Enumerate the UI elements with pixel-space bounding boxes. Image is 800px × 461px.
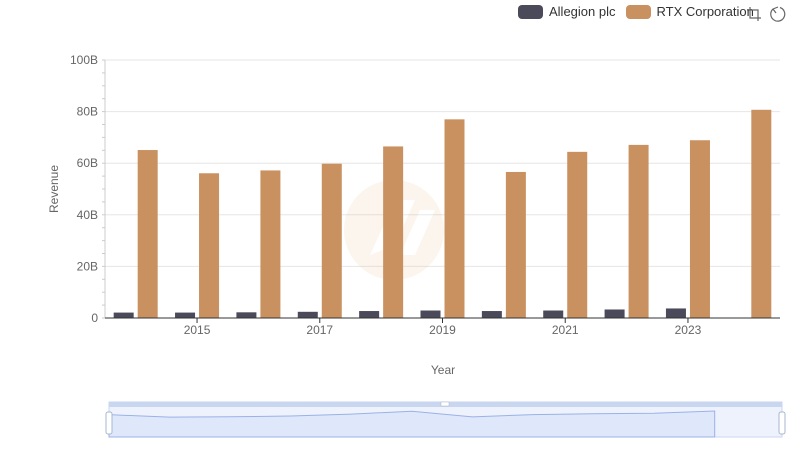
legend-swatch-allegion (518, 4, 543, 19)
legend-item-rtx[interactable]: RTX Corporation (625, 4, 754, 19)
bar-allegion-2021[interactable] (543, 310, 564, 318)
bar-rtx-2022[interactable] (628, 144, 649, 318)
bar-allegion-2018[interactable] (359, 311, 380, 318)
x-axis: 2015 2017 2019 2021 2023 (105, 317, 780, 337)
bar-rtx-2014[interactable] (137, 150, 158, 318)
data-zoom-move-handle[interactable] (440, 401, 450, 407)
bar-allegion-2019[interactable] (420, 310, 441, 318)
restore-icon[interactable] (770, 6, 786, 22)
bar-rtx-2015[interactable] (199, 173, 220, 318)
toolbox (746, 6, 786, 22)
data-zoom-handle-left[interactable] (105, 411, 113, 435)
x-tick-label: 2023 (675, 323, 702, 337)
bar-rtx-2016[interactable] (260, 170, 281, 318)
legend-swatch-rtx (625, 4, 651, 19)
bar-allegion-2014[interactable] (113, 312, 134, 318)
legend: Allegion plc RTX Corporation (518, 4, 764, 19)
y-axis-label: Revenue (47, 165, 61, 213)
bar-rtx-2024[interactable] (751, 109, 772, 318)
bar-rtx-2023[interactable] (689, 140, 710, 318)
y-tick-label: 0 (91, 311, 98, 325)
bar-allegion-2022[interactable] (604, 309, 625, 318)
bar-rtx-2018[interactable] (383, 146, 404, 318)
y-tick-label: 20B (77, 259, 98, 273)
x-tick-label: 2017 (306, 323, 333, 337)
x-tick-label: 2021 (552, 323, 579, 337)
y-axis: 0 20B 40B 60B 80B 100B (70, 53, 106, 325)
bar-allegion-2017[interactable] (297, 311, 318, 318)
zoom-icon[interactable] (746, 6, 762, 22)
bar-allegion-2016[interactable] (236, 312, 257, 318)
data-zoom-preview (108, 410, 716, 438)
bar-rtx-2019[interactable] (444, 119, 465, 318)
y-tick-label: 60B (77, 156, 98, 170)
bar-rtx-2020[interactable] (505, 171, 526, 318)
bar-allegion-2015[interactable] (175, 312, 196, 318)
y-tick-label: 40B (77, 208, 98, 222)
legend-label-allegion: Allegion plc (549, 4, 616, 19)
bar-rtx-2021[interactable] (567, 151, 588, 318)
y-tick-label: 80B (77, 105, 98, 119)
x-axis-label: Year (431, 363, 455, 377)
legend-label-rtx: RTX Corporation (656, 4, 754, 19)
bar-rtx-2017[interactable] (321, 163, 342, 318)
y-tick-label: 100B (70, 53, 98, 67)
bar-series (113, 109, 772, 318)
x-tick-label: 2019 (429, 323, 456, 337)
bar-allegion-2020[interactable] (481, 311, 502, 318)
data-zoom-slider[interactable] (105, 401, 786, 438)
bar-allegion-2023[interactable] (665, 308, 686, 318)
legend-item-allegion[interactable]: Allegion plc (518, 4, 616, 19)
x-tick-label: 2015 (184, 323, 211, 337)
data-zoom-handle-right[interactable] (778, 411, 786, 435)
